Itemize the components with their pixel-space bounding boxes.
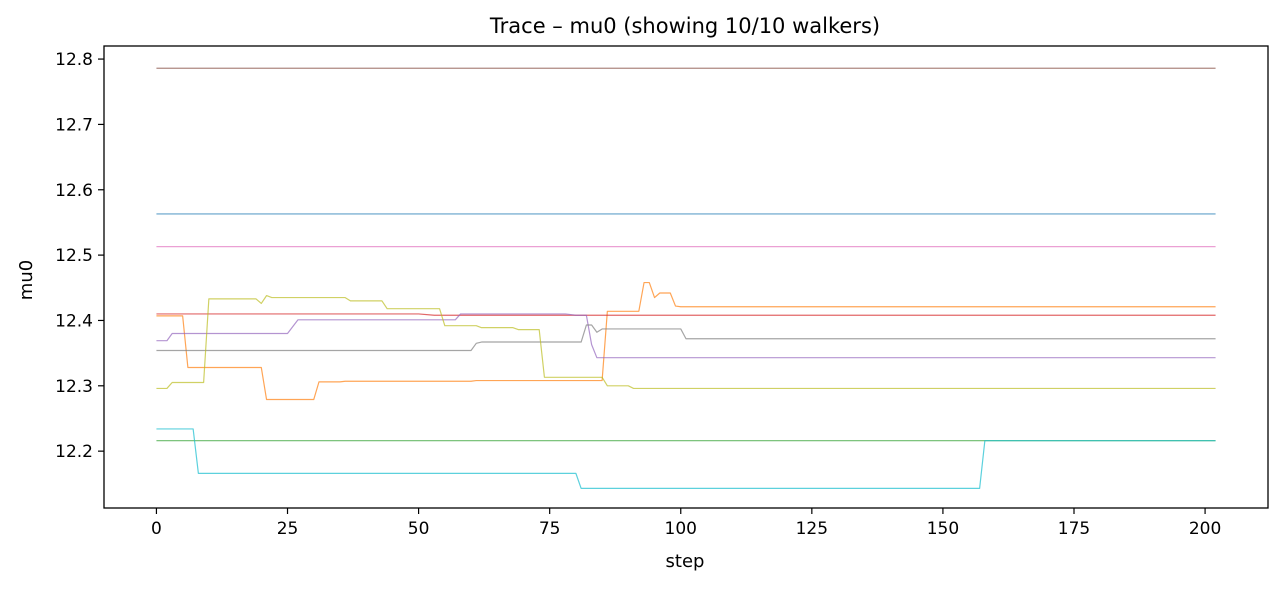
x-tick-label: 100 [665, 519, 697, 539]
x-tick-label: 175 [1058, 519, 1090, 539]
x-tick-label: 50 [408, 519, 430, 539]
x-tick-label: 75 [539, 519, 561, 539]
y-tick-label: 12.2 [55, 442, 93, 462]
y-tick-label: 12.3 [55, 377, 93, 397]
y-tick-label: 12.7 [55, 115, 93, 135]
walker-trace-8 [156, 296, 1215, 389]
x-axis-label: step [666, 551, 705, 572]
y-axis: 12.2 12.3 12.4 12.5 12.6 12.7 12.8 [55, 50, 104, 462]
walker-trace-3 [156, 314, 1215, 315]
x-tick-label: 150 [927, 519, 959, 539]
walker-trace-7 [156, 325, 1215, 350]
walker-trace-9 [156, 429, 1215, 488]
plot-frame [104, 46, 1268, 508]
y-tick-label: 12.8 [55, 50, 93, 70]
walker-trace-1 [156, 283, 1215, 400]
y-tick-label: 12.4 [55, 311, 93, 331]
series-layer [156, 68, 1215, 488]
walker-trace-4 [156, 314, 1215, 358]
x-tick-label: 0 [151, 519, 162, 539]
chart-title: Trace – mu0 (showing 10/10 walkers) [489, 14, 880, 38]
x-tick-label: 125 [796, 519, 828, 539]
x-tick-label: 25 [277, 519, 299, 539]
x-axis: 0 25 50 75 100 125 150 175 200 [151, 508, 1221, 539]
y-tick-label: 12.5 [55, 246, 93, 266]
y-tick-label: 12.6 [55, 181, 93, 201]
x-tick-label: 200 [1189, 519, 1221, 539]
y-axis-label: mu0 [16, 260, 37, 300]
